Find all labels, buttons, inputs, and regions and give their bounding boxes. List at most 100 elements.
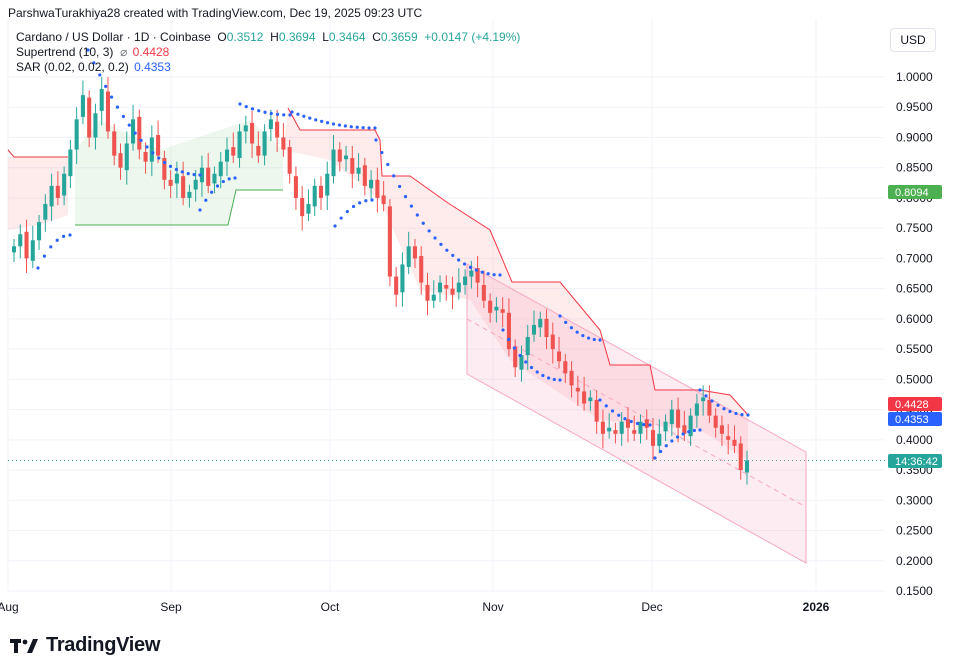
candle-body xyxy=(293,176,298,198)
candle-body xyxy=(481,285,486,301)
candle-body xyxy=(49,185,54,207)
sar-row[interactable]: SAR (0.02, 0.02, 0.2) 0.4353 xyxy=(16,60,520,75)
candle-body xyxy=(124,143,129,171)
sar-dot xyxy=(728,409,732,414)
sar-dot xyxy=(121,114,125,119)
visibility-icon[interactable]: ⌀ xyxy=(120,45,128,59)
supertrend-line-down xyxy=(7,149,68,158)
sar-dot xyxy=(547,376,551,380)
supertrend-line-down xyxy=(287,107,749,416)
candle-body xyxy=(525,337,530,356)
sar-dot xyxy=(355,125,359,129)
candle-body xyxy=(544,318,549,338)
sar-dot xyxy=(36,266,40,270)
sar-dot xyxy=(370,198,374,202)
sar-dot xyxy=(512,346,517,350)
sar-dot xyxy=(68,233,72,237)
sar-dot xyxy=(698,388,702,392)
candle-body xyxy=(74,119,79,150)
candle-body xyxy=(701,397,706,402)
countdown-badge xyxy=(888,454,942,468)
sar-dot xyxy=(62,234,66,238)
sar-dot xyxy=(604,404,608,408)
candle-body xyxy=(80,95,85,117)
sar-dot xyxy=(670,439,674,443)
sar-dot xyxy=(575,330,579,334)
candle-body xyxy=(24,231,29,259)
candle-body xyxy=(112,131,117,156)
sar-dot xyxy=(221,179,225,184)
candle-body xyxy=(231,147,236,156)
sar-dot xyxy=(598,338,602,342)
supertrend-badge-label: 0.4428 xyxy=(895,399,929,411)
sar-dot xyxy=(351,204,356,209)
sar-dot xyxy=(486,272,490,276)
candle-body xyxy=(600,421,605,434)
sar-dot xyxy=(659,449,663,454)
sar-dot xyxy=(374,138,378,142)
sar-dot xyxy=(734,411,738,416)
candle-body xyxy=(243,125,248,132)
candle-body xyxy=(318,185,324,198)
candle-body xyxy=(575,387,580,392)
candle-body xyxy=(644,419,649,428)
candle-body xyxy=(137,116,142,150)
regression-channel xyxy=(466,263,807,564)
sar-dot xyxy=(698,428,702,432)
candle-body xyxy=(268,119,273,130)
candle-body xyxy=(218,161,223,177)
sar-dot xyxy=(233,176,237,180)
candle-body xyxy=(419,255,424,283)
candle-body xyxy=(68,149,73,177)
sar-dot xyxy=(398,184,402,189)
candle-body xyxy=(469,270,474,277)
sar-dot xyxy=(139,138,143,142)
sar-dot xyxy=(308,116,312,120)
candle-body xyxy=(682,425,687,434)
price-axis[interactable]: 1.00000.95000.90000.85000.80000.75000.70… xyxy=(896,70,933,598)
low-label: L xyxy=(322,30,329,44)
candle-body xyxy=(87,97,92,138)
candle-body xyxy=(694,403,699,416)
sar-dot xyxy=(269,111,273,116)
y-tick-label: 0.9500 xyxy=(896,100,933,114)
time-axis[interactable]: Aug Sep Oct Nov Dec 2026 xyxy=(0,600,830,614)
sar-dot xyxy=(629,419,633,424)
symbol-name[interactable]: Cardano / US Dollar · 1D · Coinbase xyxy=(16,30,211,44)
supertrend-line-up xyxy=(75,189,283,226)
candle-body xyxy=(450,288,455,295)
sar-dot xyxy=(409,204,414,208)
candle-body xyxy=(588,397,593,402)
candle-body xyxy=(550,334,555,350)
sar-dot xyxy=(364,199,368,203)
close-value: 0.3659 xyxy=(380,30,418,44)
candle-body xyxy=(187,191,192,198)
currency-button[interactable]: USD xyxy=(890,28,936,52)
chart-legend: Cardano / US Dollar · 1D · Coinbase O 0.3… xyxy=(16,30,520,75)
sar-dot xyxy=(480,270,484,274)
supertrend-row[interactable]: Supertrend (10, 3) ⌀ 0.4428 xyxy=(16,45,520,60)
sar-dot xyxy=(186,172,190,176)
sar-dot xyxy=(263,110,267,114)
open-label: O xyxy=(217,30,227,44)
sar-dot xyxy=(198,173,202,177)
sar-dot xyxy=(302,114,306,118)
sar-dot xyxy=(445,248,449,252)
candle-body xyxy=(669,409,674,425)
sar-dot xyxy=(610,409,615,413)
sar-dot xyxy=(541,373,545,378)
candles xyxy=(11,77,750,485)
sar-dot xyxy=(415,213,419,217)
candle-body xyxy=(650,430,656,446)
supertrend-value: 0.4428 xyxy=(132,45,170,59)
tradingview-logo[interactable]: TradingView xyxy=(10,634,160,657)
candle-body xyxy=(312,185,317,207)
candle-body xyxy=(199,167,204,183)
candle-body xyxy=(162,158,167,180)
high-label: H xyxy=(270,30,279,44)
candle-body xyxy=(657,433,662,446)
candle-body xyxy=(344,155,349,160)
sar-dot xyxy=(675,435,680,439)
sar-dot xyxy=(392,174,396,178)
